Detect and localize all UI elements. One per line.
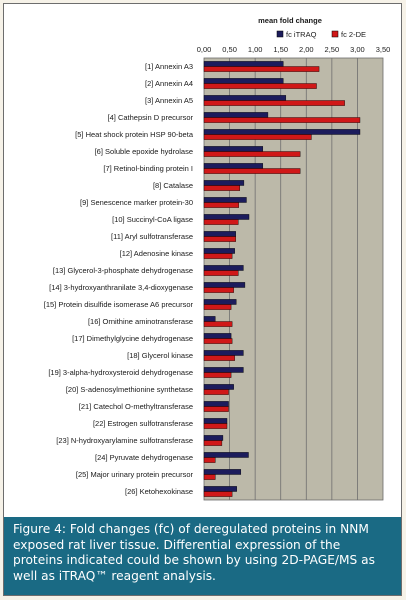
bar-2de-23 bbox=[203, 440, 223, 446]
bar-itraq-20 bbox=[203, 384, 234, 390]
bar-2de-13 bbox=[203, 270, 239, 276]
bar-2de-20 bbox=[203, 389, 229, 395]
legend-swatch-1 bbox=[276, 30, 284, 38]
category-label: [9] Senescence marker protein-30 bbox=[80, 198, 193, 207]
bar-itraq-12 bbox=[203, 248, 235, 254]
bar-itraq-15 bbox=[203, 299, 237, 305]
bar-itraq-24 bbox=[203, 452, 249, 458]
bar-itraq-4 bbox=[203, 112, 269, 118]
bar-itraq-5 bbox=[203, 129, 361, 135]
category-label: [13] Glycerol-3-phosphate dehydrogenase bbox=[53, 266, 193, 275]
bar-2de-16 bbox=[203, 321, 233, 327]
bar-itraq-9 bbox=[203, 197, 247, 203]
category-label: [8] Catalase bbox=[153, 181, 193, 190]
category-label: [18] Glycerol kinase bbox=[127, 351, 193, 360]
bar-2de-8 bbox=[203, 185, 240, 191]
bar-2de-1 bbox=[203, 66, 320, 72]
bar-itraq-16 bbox=[203, 316, 216, 322]
bar-itraq-2 bbox=[203, 78, 284, 84]
category-label: [20] S-adenosylmethionine synthetase bbox=[66, 385, 193, 394]
bar-2de-12 bbox=[203, 253, 233, 259]
chart-title: mean fold change bbox=[258, 16, 322, 25]
bar-2de-6 bbox=[203, 151, 301, 157]
bar-itraq-18 bbox=[203, 350, 244, 356]
category-label: [23] N-hydroxyarylamine sulfotransferase bbox=[56, 436, 193, 445]
x-tick-label: 0,00 bbox=[197, 45, 212, 54]
bar-2de-18 bbox=[203, 355, 235, 361]
bar-2de-21 bbox=[203, 406, 229, 412]
bar-itraq-26 bbox=[203, 486, 237, 492]
bar-2de-17 bbox=[203, 338, 233, 344]
bar-2de-4 bbox=[203, 117, 361, 123]
category-label: [15] Protein disulfide isomerase A6 prec… bbox=[44, 300, 194, 309]
bar-2de-26 bbox=[203, 491, 233, 497]
category-label: [10] Succinyl-CoA ligase bbox=[112, 215, 193, 224]
bar-itraq-19 bbox=[203, 367, 244, 373]
bar-itraq-13 bbox=[203, 265, 244, 271]
category-label: [3] Annexin A5 bbox=[145, 96, 193, 105]
plot-background bbox=[203, 57, 384, 501]
category-label: [12] Adenosine kinase bbox=[120, 249, 193, 258]
bar-itraq-10 bbox=[203, 214, 250, 220]
category-label: [26] Ketohexokinase bbox=[125, 487, 193, 496]
plot-area bbox=[203, 57, 384, 501]
bar-2de-10 bbox=[203, 219, 239, 225]
x-tick-label: 1,00 bbox=[248, 45, 263, 54]
bar-itraq-23 bbox=[203, 435, 224, 441]
category-label: [5] Heat shock protein HSP 90-beta bbox=[75, 130, 194, 139]
legend-label-1: fc iTRAQ bbox=[286, 30, 317, 39]
legend: fc iTRAQ fc 2-DE bbox=[276, 30, 366, 39]
bar-itraq-17 bbox=[203, 333, 232, 339]
category-labels: [1] Annexin A3 [2] Annexin A4 [3] Annexin … bbox=[44, 62, 194, 496]
category-label: [7] Retinol-binding protein I bbox=[103, 164, 193, 173]
legend-label-2: fc 2-DE bbox=[341, 30, 366, 39]
category-label: [1] Annexin A3 bbox=[145, 62, 193, 71]
bar-itraq-14 bbox=[203, 282, 246, 288]
bar-itraq-1 bbox=[203, 61, 284, 67]
bar-itraq-6 bbox=[203, 146, 264, 152]
caption-text: Figure 4: Fold changes (fc) of deregulat… bbox=[13, 522, 375, 583]
bar-itraq-22 bbox=[203, 418, 228, 424]
bar-2de-24 bbox=[203, 457, 216, 463]
x-tick-label: 0,50 bbox=[222, 45, 237, 54]
bar-2de-2 bbox=[203, 83, 317, 89]
category-label: [17] Dimethylglycine dehydrogenase bbox=[72, 334, 193, 343]
x-tick-label: 2,00 bbox=[299, 45, 314, 54]
category-label: [22] Estrogen sulfotransferase bbox=[93, 419, 193, 428]
bar-2de-5 bbox=[203, 134, 312, 140]
bar-itraq-3 bbox=[203, 95, 287, 101]
legend-swatch-2 bbox=[331, 30, 339, 38]
x-tick-label: 2,50 bbox=[325, 45, 340, 54]
bar-itraq-25 bbox=[203, 469, 242, 475]
bar-itraq-21 bbox=[203, 401, 229, 407]
x-tick-label: 1,50 bbox=[273, 45, 288, 54]
figure-caption: Figure 4: Fold changes (fc) of deregulat… bbox=[4, 517, 401, 595]
category-label: [2] Annexin A4 bbox=[145, 79, 193, 88]
category-label: [24] Pyruvate dehydrogenase bbox=[95, 453, 193, 462]
category-label: [11] Aryl sulfotransferase bbox=[111, 232, 193, 241]
bar-itraq-7 bbox=[203, 163, 264, 169]
bar-2de-7 bbox=[203, 168, 301, 174]
category-label: [16] Ornithine aminotransferase bbox=[88, 317, 193, 326]
bar-2de-11 bbox=[203, 236, 236, 242]
bar-2de-25 bbox=[203, 474, 216, 480]
x-tick-label: 3,50 bbox=[376, 45, 391, 54]
bar-2de-3 bbox=[203, 100, 345, 106]
bar-2de-19 bbox=[203, 372, 232, 378]
bar-2de-22 bbox=[203, 423, 228, 429]
bar-2de-14 bbox=[203, 287, 234, 293]
bar-itraq-8 bbox=[203, 180, 245, 186]
category-label: [6] Soluble epoxide hydrolase bbox=[95, 147, 193, 156]
bar-itraq-11 bbox=[203, 231, 236, 237]
category-label: [14] 3-hydroxyanthranilate 3,4-dioxygena… bbox=[49, 283, 193, 292]
category-label: [25] Major urinary protein precursor bbox=[76, 470, 194, 479]
category-label: [19] 3-alpha-hydroxysteroid dehydrogenas… bbox=[48, 368, 193, 377]
bar-2de-9 bbox=[203, 202, 239, 208]
bar-2de-15 bbox=[203, 304, 232, 310]
x-axis-tick-labels: 0,00 0,50 1,00 1,50 2,00 2,50 3,00 3,50 bbox=[197, 45, 391, 54]
category-label: [21] Catechol O-methyltransferase bbox=[79, 402, 193, 411]
x-tick-label: 3,00 bbox=[350, 45, 365, 54]
category-label: [4] Cathepsin D precursor bbox=[108, 113, 194, 122]
